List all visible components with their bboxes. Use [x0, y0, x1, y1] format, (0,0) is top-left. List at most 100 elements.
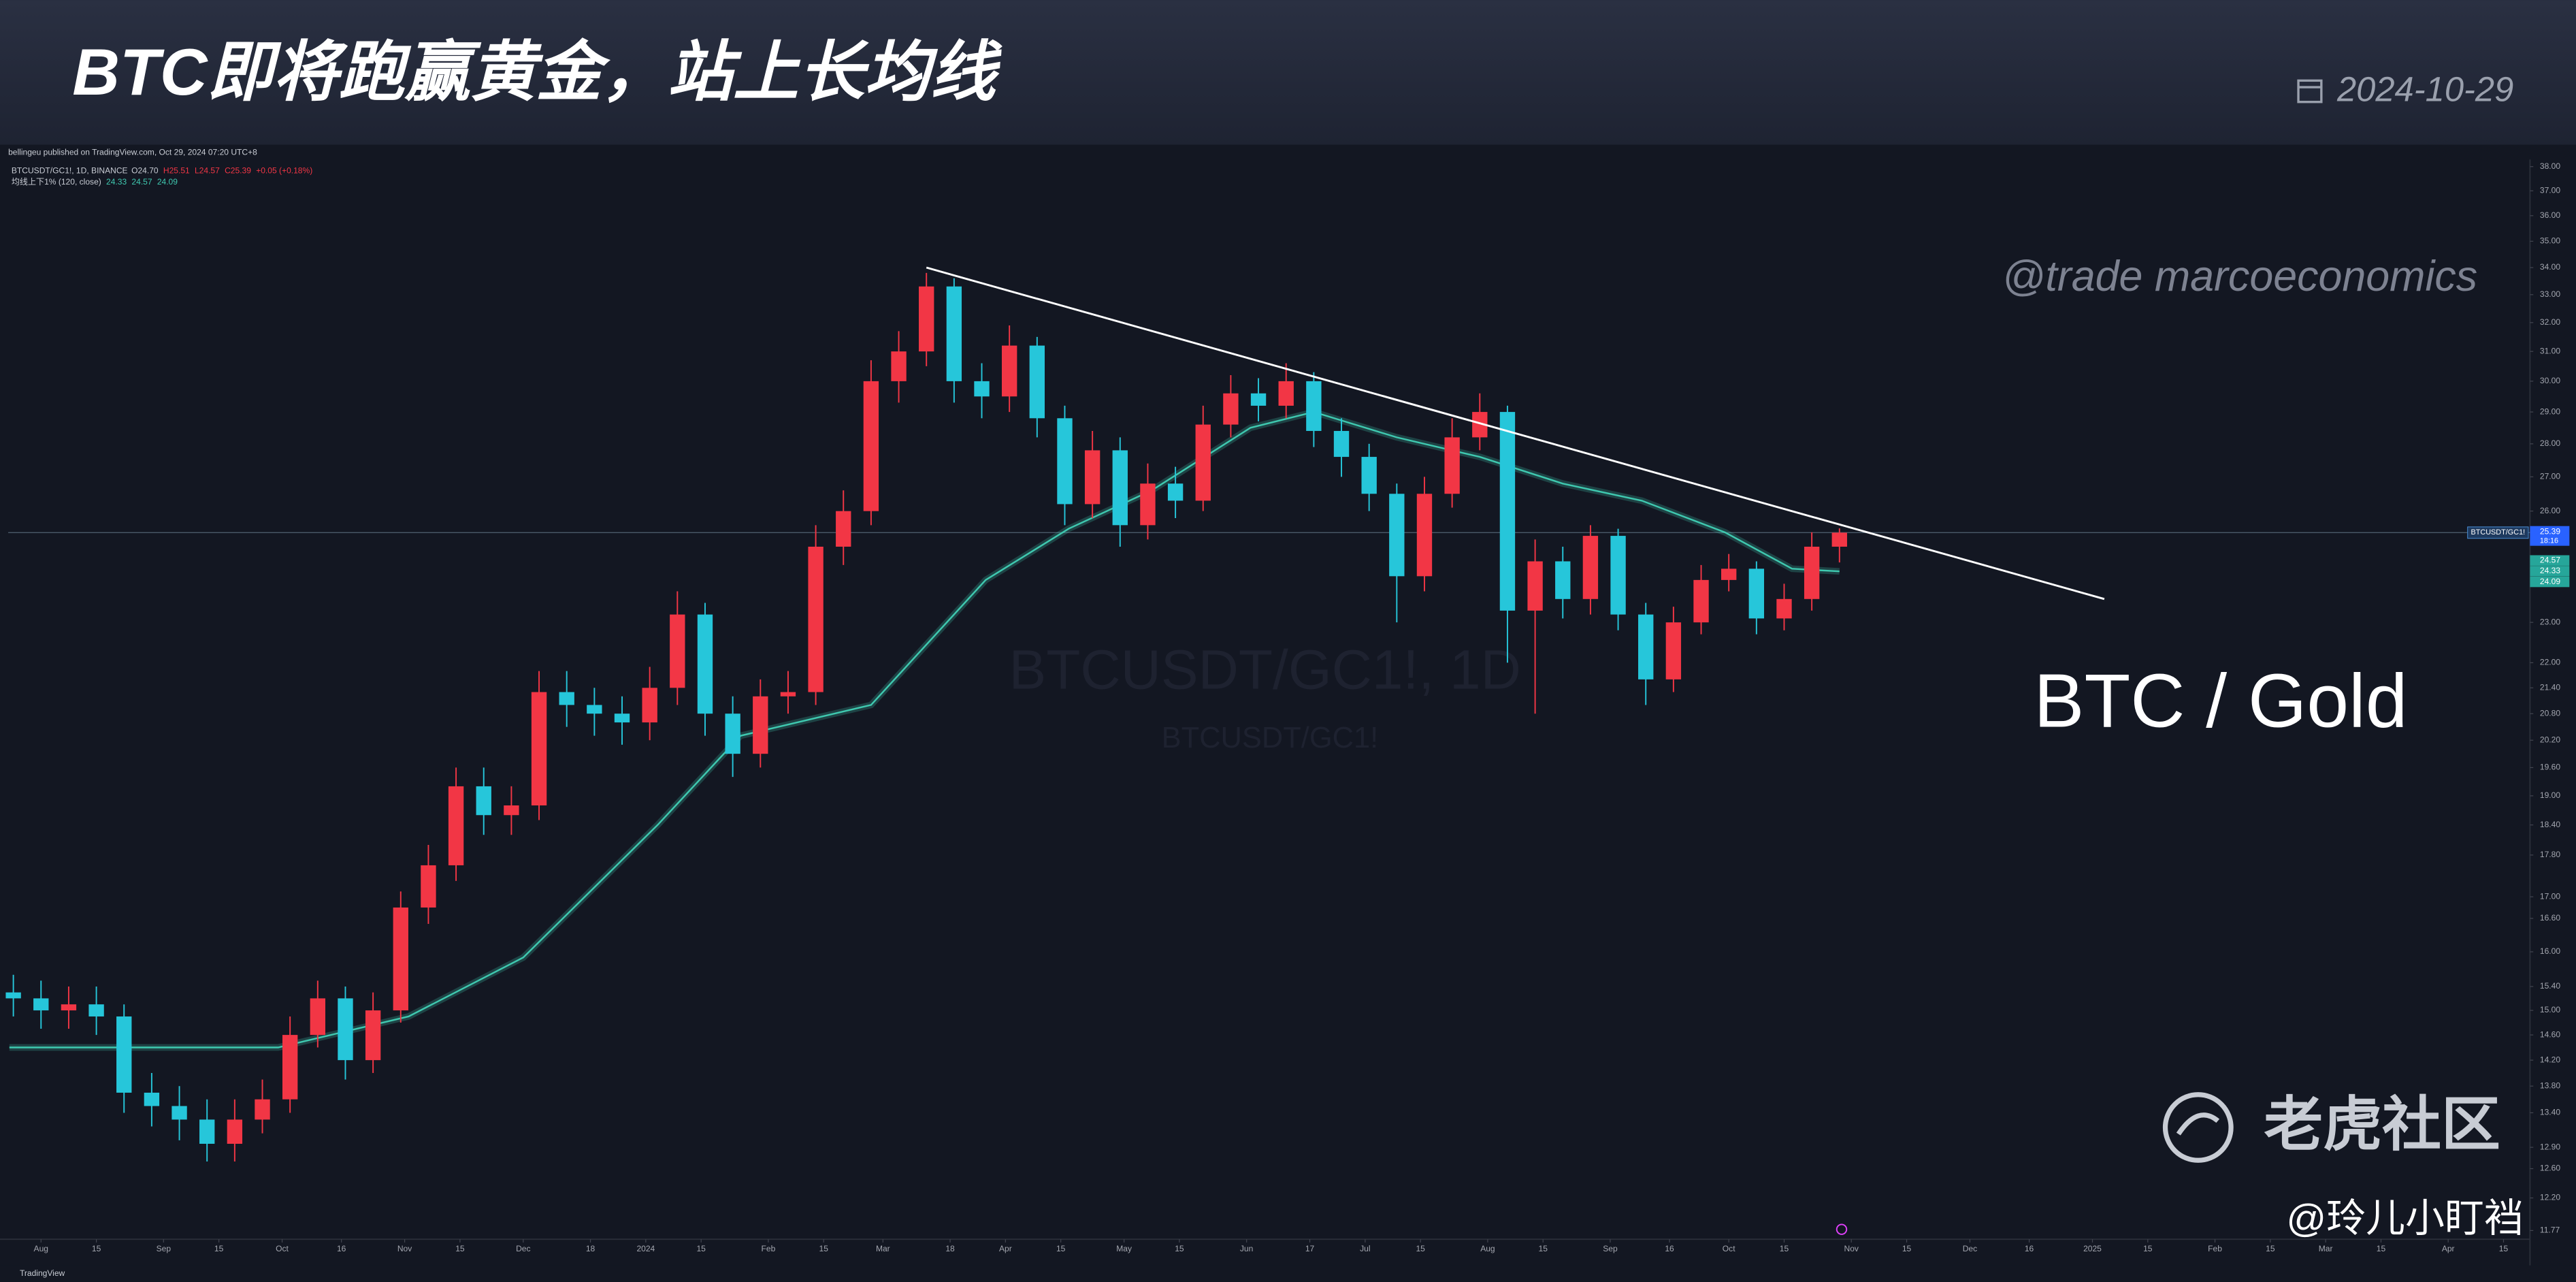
indicator-name: 均线上下1% (120, close): [12, 177, 101, 187]
candle-body: [1278, 381, 1294, 406]
x-tick-label: Mar: [876, 1244, 890, 1253]
pair-label: BTC / Gold: [2034, 658, 2407, 743]
y-tick-label: 23.00: [2540, 617, 2560, 626]
candle-body: [1721, 568, 1737, 580]
candle-body: [725, 714, 740, 754]
y-tick-label: 30.00: [2540, 376, 2560, 385]
y-tick-label: 15.40: [2540, 981, 2560, 991]
candle-body: [1638, 614, 1654, 679]
x-tick-label: Apr: [999, 1244, 1012, 1253]
y-tick-label: 15.00: [2540, 1005, 2560, 1014]
x-tick-label: 15: [1780, 1244, 1789, 1253]
y-tick-label: 32.00: [2540, 317, 2560, 327]
candle-body: [1499, 412, 1516, 611]
ohlc-value: L24.57: [195, 165, 220, 175]
candle-body: [1084, 450, 1100, 504]
candle-body: [393, 907, 408, 1011]
candle-body: [1665, 622, 1682, 679]
y-tick-label: 17.00: [2540, 891, 2560, 901]
candle-body: [642, 688, 657, 723]
y-tick-label: 13.40: [2540, 1108, 2560, 1117]
countdown: 18:16: [2540, 536, 2558, 545]
y-tick-label: 37.00: [2540, 185, 2560, 195]
x-tick-label: Apr: [2442, 1244, 2455, 1253]
x-tick-label: Oct: [276, 1244, 289, 1253]
ohlc-value: +0.05 (+0.18%): [256, 165, 312, 175]
candle-body: [919, 286, 934, 352]
date: 2024-10-29: [2336, 70, 2513, 109]
y-tick-label: 14.60: [2540, 1029, 2560, 1039]
candle-body: [863, 381, 879, 511]
x-tick-label: Feb: [762, 1244, 776, 1253]
ma-badge: [2530, 555, 2570, 566]
ohlc-value: O24.70: [131, 165, 159, 175]
x-tick-label: 15: [819, 1244, 829, 1253]
candle-body: [1555, 561, 1571, 599]
candle-body: [1223, 393, 1239, 425]
handle-watermark: @trade marcoeconomics: [2002, 253, 2477, 300]
candle-body: [946, 286, 962, 381]
x-tick-label: 17: [1305, 1244, 1315, 1253]
candle-body: [587, 705, 602, 714]
center-watermark: BTCUSDT/GC1!, 1D: [1009, 639, 1521, 701]
indicator-value: 24.09: [157, 177, 178, 187]
candle-body: [365, 1010, 381, 1061]
candle-body: [974, 381, 990, 397]
ohlc-value: C25.39: [225, 165, 251, 175]
x-tick-label: 15: [92, 1244, 101, 1253]
candle-body: [614, 714, 630, 723]
candle-body: [421, 865, 436, 908]
y-tick-label: 20.80: [2540, 708, 2560, 718]
y-tick-label: 22.00: [2540, 658, 2560, 667]
ohlc-value: H25.51: [163, 165, 190, 175]
x-tick-label: Nov: [397, 1244, 412, 1253]
last-price-badge: [2530, 526, 2570, 546]
candle-body: [255, 1099, 270, 1120]
x-tick-label: Feb: [2208, 1244, 2222, 1253]
candle-body: [1195, 424, 1211, 501]
ma-label: 24.57: [2540, 555, 2560, 564]
candle-body: [144, 1092, 160, 1106]
x-tick-label: 15: [1539, 1244, 1548, 1253]
candle-body: [282, 1035, 298, 1100]
candle-body: [1444, 437, 1460, 494]
candle-body: [1306, 381, 1322, 431]
y-tick-label: 13.80: [2540, 1080, 2560, 1090]
candle-body: [1831, 532, 1847, 547]
x-tick-label: 16: [2025, 1244, 2034, 1253]
candle-body: [504, 805, 519, 816]
title: BTC即将跑赢黄金，站上长均线: [72, 36, 1002, 109]
center-watermark-sub: BTCUSDT/GC1!: [1162, 722, 1379, 754]
ma-label: 24.09: [2540, 577, 2560, 586]
candle-body: [476, 786, 491, 816]
x-tick-label: Nov: [1844, 1244, 1859, 1253]
y-tick-label: 29.00: [2540, 406, 2560, 416]
candle-body: [1389, 494, 1405, 577]
y-tick-label: 19.60: [2540, 763, 2560, 772]
y-tick-label: 27.00: [2540, 472, 2560, 481]
x-tick-label: 15: [1902, 1244, 1912, 1253]
ma-badge: [2530, 566, 2570, 577]
y-tick-label: 19.00: [2540, 790, 2560, 800]
y-tick-label: 34.00: [2540, 262, 2560, 272]
header-band: [0, 0, 2576, 145]
last-price-name: BTCUSDT/GC1!: [2471, 528, 2526, 536]
candle-body: [199, 1119, 215, 1144]
y-tick-label: 16.60: [2540, 913, 2560, 923]
x-tick-label: 15: [1416, 1244, 1425, 1253]
candle-body: [1112, 450, 1128, 526]
y-tick-label: 16.00: [2540, 946, 2560, 956]
x-tick-label: Mar: [2319, 1244, 2333, 1253]
candle-body: [1250, 393, 1267, 406]
y-tick-label: 36.00: [2540, 210, 2560, 220]
candle-body: [172, 1106, 187, 1120]
candle-body: [1140, 483, 1156, 526]
candle-body: [1610, 536, 1626, 615]
x-tick-label: Dec: [516, 1244, 530, 1253]
candle-body: [1057, 418, 1073, 504]
candle-body: [61, 1004, 77, 1011]
x-tick-label: Sep: [1603, 1244, 1618, 1253]
candle-body: [753, 696, 768, 754]
y-tick-label: 12.20: [2540, 1193, 2560, 1202]
x-tick-label: Jul: [1360, 1244, 1370, 1253]
